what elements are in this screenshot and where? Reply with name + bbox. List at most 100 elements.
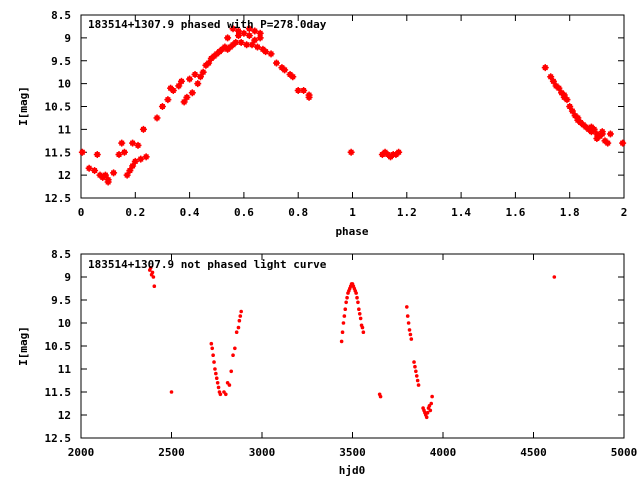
data-point — [214, 376, 219, 381]
data-point — [175, 82, 183, 90]
phased-y-tick-label: 12.5 — [45, 192, 72, 205]
data-point — [196, 73, 204, 81]
data-point — [153, 114, 161, 122]
data-point — [405, 305, 409, 309]
data-point — [229, 25, 237, 33]
data-point — [619, 139, 627, 147]
phased-y-tick-label: 10.5 — [45, 101, 72, 114]
data-point — [237, 318, 242, 323]
data-point — [395, 148, 403, 156]
data-point — [231, 353, 235, 358]
data-point — [354, 291, 358, 295]
phased-y-tick-label: 11 — [58, 123, 72, 136]
phased-x-axis-label: phase — [335, 225, 368, 238]
phased-y-tick-label: 9 — [64, 32, 71, 45]
data-point — [340, 330, 345, 335]
data-point — [104, 178, 112, 186]
data-point — [412, 360, 416, 364]
data-point — [209, 341, 214, 346]
data-point — [560, 91, 568, 99]
unphased-y-axis-label: I[mag] — [17, 326, 30, 366]
data-point — [253, 43, 261, 51]
phased-y-axis-label: I[mag] — [17, 86, 30, 126]
data-point — [587, 123, 595, 131]
data-point — [343, 307, 348, 312]
data-point — [120, 148, 128, 156]
data-point — [186, 75, 194, 83]
data-point — [425, 410, 430, 415]
data-point — [152, 284, 157, 289]
data-point — [233, 346, 237, 351]
data-point — [361, 330, 366, 335]
data-point — [245, 25, 253, 33]
unphased-y-tick-label: 10.5 — [45, 340, 72, 353]
data-point — [118, 139, 126, 147]
data-point — [205, 59, 213, 67]
data-point — [563, 96, 571, 104]
data-point — [237, 38, 245, 46]
data-point — [194, 80, 202, 88]
data-point — [215, 381, 220, 385]
unphased-x-tick-label: 2000 — [68, 446, 95, 459]
unphased-light-curve-panel: 2000 2500 3000 3500 4000 4500 5000 8.5 9 9.5 10 10… — [17, 248, 637, 477]
data-point — [234, 27, 242, 35]
data-point — [356, 300, 360, 305]
data-point — [211, 353, 215, 358]
data-point — [604, 139, 612, 147]
data-point — [574, 116, 582, 124]
data-point — [289, 73, 297, 81]
data-point — [568, 107, 576, 115]
unphased-y-tick-label: 11.5 — [45, 386, 72, 399]
unphased-y-tick-label: 8.5 — [51, 248, 71, 261]
data-point — [267, 50, 275, 58]
data-point — [188, 89, 196, 97]
unphased-y-tick-label: 9.5 — [51, 294, 71, 307]
phased-y-tick-label: 12 — [58, 169, 71, 182]
data-point — [262, 48, 270, 56]
data-point — [305, 93, 313, 101]
phased-x-tick-label: 2 — [621, 206, 628, 219]
phased-x-tick-label: 1.8 — [560, 206, 580, 219]
data-point — [566, 103, 574, 110]
data-point — [339, 339, 344, 344]
data-point — [415, 378, 420, 383]
data-point — [224, 392, 228, 397]
data-point — [134, 141, 142, 149]
data-point — [409, 337, 414, 341]
data-point — [93, 151, 101, 159]
unphased-y-tick-label: 10 — [58, 317, 71, 330]
unphased-x-tick-label: 3000 — [249, 446, 276, 459]
data-point — [606, 130, 614, 138]
phased-x-tick-label: 1.4 — [451, 206, 471, 219]
data-point — [183, 93, 191, 101]
data-point — [91, 167, 99, 175]
data-point — [213, 367, 217, 371]
data-point — [593, 135, 601, 143]
phased-y-tick-label: 8.5 — [51, 9, 71, 22]
data-point — [227, 383, 232, 387]
unphased-x-tick-label: 4500 — [520, 446, 547, 459]
data-point — [158, 103, 166, 110]
data-point — [151, 275, 156, 279]
data-point — [347, 148, 355, 156]
phased-chart-title: 183514+1307.9 phased with P=278.0day — [88, 18, 327, 31]
data-point — [251, 36, 259, 44]
data-point — [357, 307, 361, 312]
data-point — [245, 32, 253, 40]
unphased-y-tick-label: 11 — [58, 363, 72, 376]
unphased-y-axis: 8.5 9 9.5 10 10.5 11 11.5 12 12.5 — [45, 248, 624, 445]
data-point — [300, 86, 308, 94]
data-point — [272, 59, 280, 67]
data-point — [248, 41, 256, 49]
unphased-y-tick-label: 9 — [64, 271, 71, 284]
phased-x-tick-label: 1.6 — [505, 206, 525, 219]
data-point — [150, 270, 155, 275]
data-point — [216, 385, 221, 390]
phased-x-tick-label: 0.4 — [180, 206, 200, 219]
data-point — [281, 66, 289, 74]
data-point — [414, 374, 419, 378]
data-point — [234, 330, 239, 335]
data-point — [429, 401, 434, 406]
data-point — [238, 314, 243, 318]
data-point — [169, 390, 174, 394]
